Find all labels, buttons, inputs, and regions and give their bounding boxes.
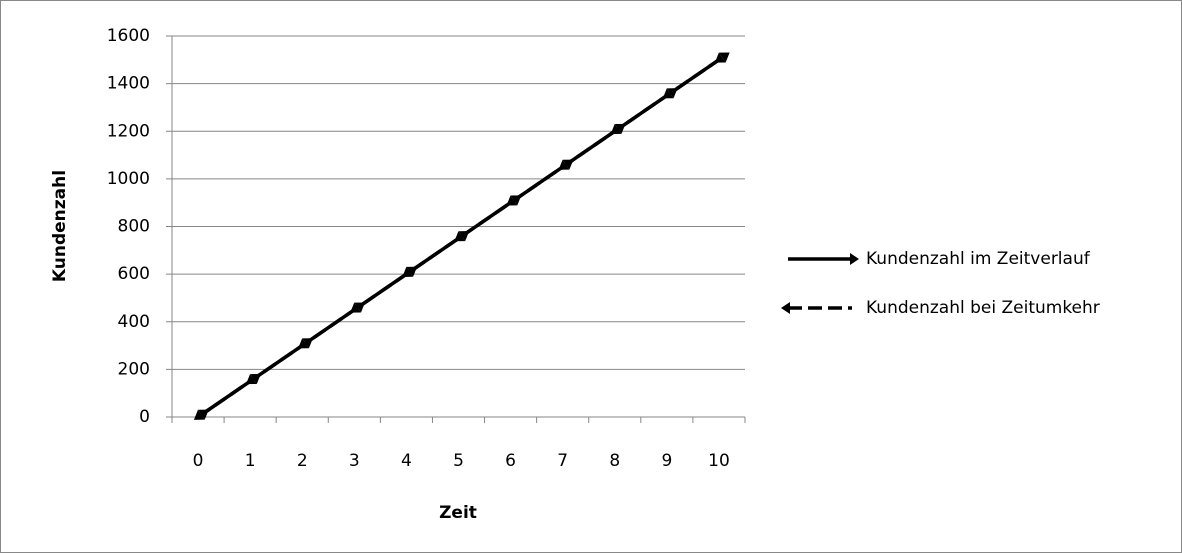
y-tick-label: 1000 bbox=[107, 169, 150, 189]
y-tick-label: 1400 bbox=[107, 74, 150, 94]
arrow-marker bbox=[354, 302, 366, 313]
x-tick-label: 4 bbox=[401, 451, 412, 471]
x-tick-label: 3 bbox=[349, 451, 360, 471]
x-tick-label: 10 bbox=[708, 451, 730, 471]
x-tick-label: 2 bbox=[297, 451, 308, 471]
x-tick-label: 5 bbox=[453, 451, 464, 471]
x-tick-label: 9 bbox=[661, 451, 672, 471]
legend-arrow bbox=[850, 253, 859, 265]
y-tick-label: 1600 bbox=[107, 26, 150, 46]
arrow-marker bbox=[662, 88, 674, 99]
y-tick-label: 400 bbox=[118, 312, 150, 332]
arrow-marker bbox=[506, 195, 518, 206]
y-tick-label: 200 bbox=[118, 359, 150, 379]
y-axis-label: Kundenzahl bbox=[50, 170, 70, 282]
legend-label: Kundenzahl bei Zeitumkehr bbox=[866, 298, 1100, 318]
x-tick-label: 7 bbox=[557, 451, 568, 471]
legend-label: Kundenzahl im Zeitverlauf bbox=[866, 249, 1091, 269]
x-tick-label: 1 bbox=[245, 451, 256, 471]
x-tick-label: 8 bbox=[609, 451, 620, 471]
x-tick-label: 0 bbox=[193, 451, 204, 471]
arrow-marker bbox=[246, 374, 257, 385]
arrow-marker bbox=[558, 159, 570, 170]
arrow-marker bbox=[298, 338, 309, 349]
arrow-marker bbox=[402, 266, 414, 277]
legend-arrow bbox=[781, 302, 790, 314]
arrow-marker bbox=[718, 52, 730, 63]
series-line bbox=[197, 58, 720, 419]
arrow-marker bbox=[610, 124, 622, 135]
arrow-marker bbox=[714, 52, 726, 63]
arrow-marker bbox=[193, 409, 205, 420]
y-tick-label: 800 bbox=[118, 217, 150, 237]
y-tick-label: 0 bbox=[139, 407, 150, 427]
y-tick-label: 600 bbox=[118, 264, 150, 284]
arrow-marker bbox=[454, 231, 466, 242]
arrow-marker bbox=[666, 88, 678, 99]
x-axis-label: Zeit bbox=[439, 503, 477, 523]
arrow-marker bbox=[350, 302, 362, 313]
x-tick-label: 6 bbox=[505, 451, 516, 471]
y-tick-label: 1200 bbox=[107, 121, 150, 141]
